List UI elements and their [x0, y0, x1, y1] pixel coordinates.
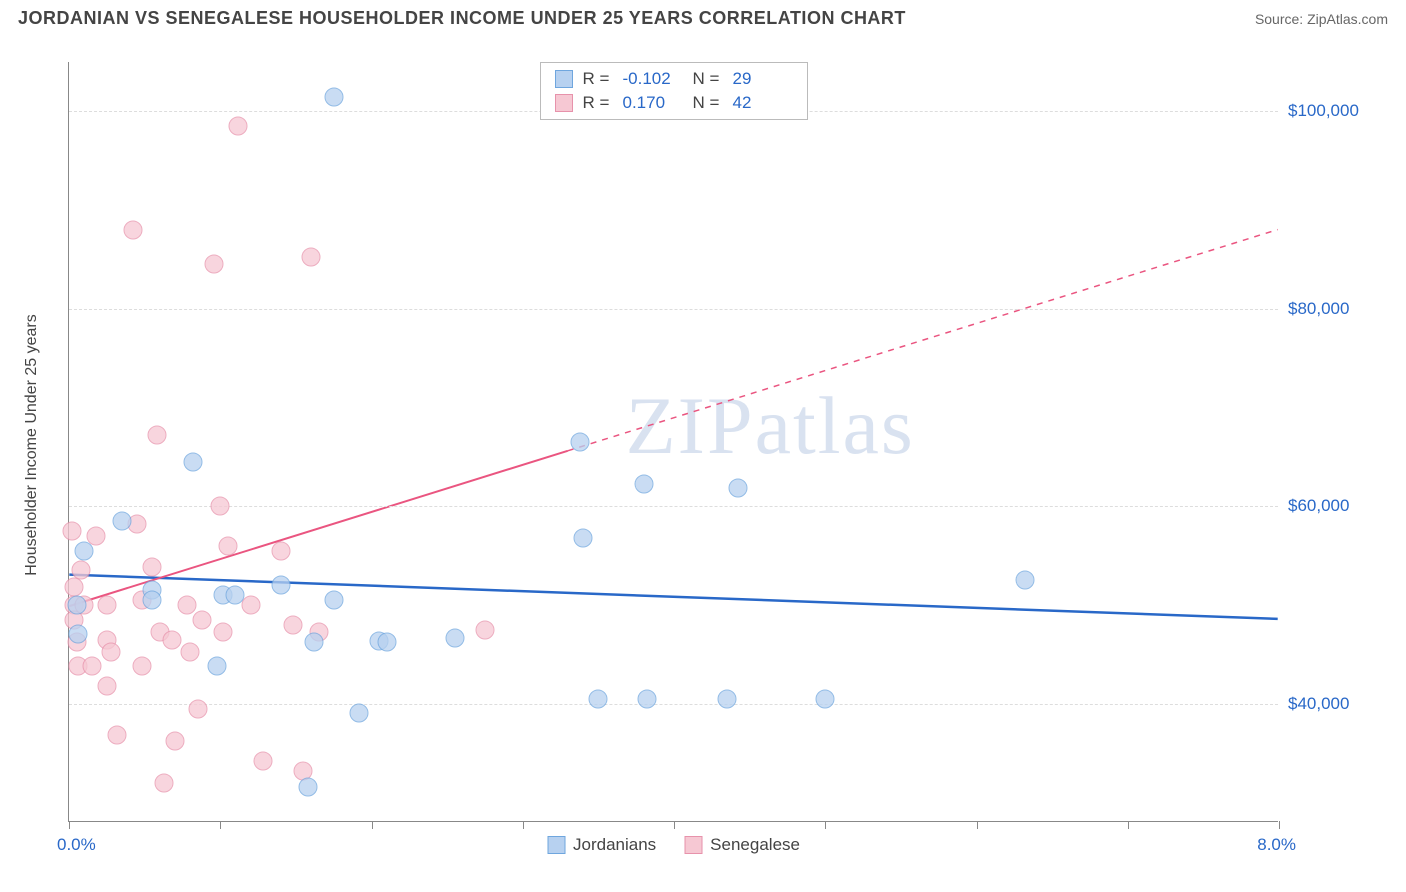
- y-tick-label: $80,000: [1288, 299, 1388, 319]
- swatch-icon: [555, 94, 573, 112]
- data-point: [324, 590, 343, 609]
- stat-label: R =: [583, 69, 613, 89]
- data-point: [226, 585, 245, 604]
- x-tick: [1279, 821, 1280, 829]
- x-tick: [977, 821, 978, 829]
- gridline: [69, 309, 1278, 310]
- plot-area: ZIPatlas R = -0.102 N = 29 R = 0.170 N =…: [68, 62, 1278, 822]
- data-point: [64, 578, 83, 597]
- data-point: [717, 689, 736, 708]
- data-point: [162, 631, 181, 650]
- x-tick: [220, 821, 221, 829]
- gridline: [69, 506, 1278, 507]
- data-point: [143, 558, 162, 577]
- stats-legend-box: R = -0.102 N = 29 R = 0.170 N = 42: [540, 62, 808, 120]
- data-point: [324, 87, 343, 106]
- chart-container: Householder Income Under 25 years ZIPatl…: [50, 40, 1390, 850]
- data-point: [253, 751, 272, 770]
- data-point: [305, 633, 324, 652]
- stats-row: R = -0.102 N = 29: [555, 67, 793, 91]
- data-point: [283, 615, 302, 634]
- data-point: [214, 623, 233, 642]
- data-point: [184, 452, 203, 471]
- data-point: [143, 590, 162, 609]
- legend-label: Jordanians: [573, 835, 656, 855]
- data-point: [177, 595, 196, 614]
- data-point: [208, 657, 227, 676]
- y-tick-label: $100,000: [1288, 101, 1388, 121]
- swatch-icon: [547, 836, 565, 854]
- data-point: [112, 511, 131, 530]
- x-tick: [69, 821, 70, 829]
- data-point: [97, 595, 116, 614]
- y-tick-label: $60,000: [1288, 496, 1388, 516]
- data-point: [350, 704, 369, 723]
- data-point: [72, 561, 91, 580]
- stat-label: N =: [693, 69, 723, 89]
- data-point: [132, 657, 151, 676]
- y-tick-label: $40,000: [1288, 694, 1388, 714]
- data-point: [155, 773, 174, 792]
- trend-lines: [69, 62, 1278, 821]
- data-point: [816, 689, 835, 708]
- legend-label: Senegalese: [710, 835, 800, 855]
- data-point: [205, 255, 224, 274]
- data-point: [574, 528, 593, 547]
- data-point: [271, 576, 290, 595]
- x-axis-min-label: 0.0%: [57, 835, 96, 855]
- stat-label: N =: [693, 93, 723, 113]
- stat-label: R =: [583, 93, 613, 113]
- data-point: [1015, 571, 1034, 590]
- stat-value: 42: [733, 93, 793, 113]
- data-point: [108, 726, 127, 745]
- data-point: [218, 536, 237, 555]
- data-point: [102, 643, 121, 662]
- data-point: [445, 629, 464, 648]
- data-point: [63, 521, 82, 540]
- data-point: [165, 732, 184, 751]
- data-point: [475, 620, 494, 639]
- data-point: [637, 689, 656, 708]
- x-tick: [1128, 821, 1129, 829]
- stat-value: 0.170: [623, 93, 683, 113]
- swatch-icon: [684, 836, 702, 854]
- data-point: [271, 541, 290, 560]
- data-point: [298, 778, 317, 797]
- data-point: [181, 643, 200, 662]
- legend-item: Senegalese: [684, 835, 800, 855]
- y-axis-label: Householder Income Under 25 years: [23, 314, 41, 575]
- data-point: [97, 676, 116, 695]
- x-axis-max-label: 8.0%: [1257, 835, 1296, 855]
- data-point: [69, 625, 88, 644]
- chart-title: JORDANIAN VS SENEGALESE HOUSEHOLDER INCO…: [18, 8, 906, 29]
- gridline: [69, 704, 1278, 705]
- data-point: [147, 426, 166, 445]
- stats-row: R = 0.170 N = 42: [555, 91, 793, 115]
- x-tick: [372, 821, 373, 829]
- watermark: ZIPatlas: [626, 379, 915, 473]
- data-point: [75, 541, 94, 560]
- source-attribution: Source: ZipAtlas.com: [1255, 11, 1388, 27]
- stat-value: -0.102: [623, 69, 683, 89]
- data-point: [229, 117, 248, 136]
- data-point: [571, 433, 590, 452]
- data-point: [193, 610, 212, 629]
- data-point: [67, 595, 86, 614]
- stat-value: 29: [733, 69, 793, 89]
- data-point: [728, 479, 747, 498]
- data-point: [302, 248, 321, 267]
- data-point: [188, 700, 207, 719]
- legend-item: Jordanians: [547, 835, 656, 855]
- data-point: [377, 633, 396, 652]
- x-tick: [523, 821, 524, 829]
- x-tick: [674, 821, 675, 829]
- data-point: [634, 475, 653, 494]
- data-point: [123, 220, 142, 239]
- swatch-icon: [555, 70, 573, 88]
- data-point: [211, 497, 230, 516]
- data-point: [82, 657, 101, 676]
- data-point: [589, 689, 608, 708]
- x-tick: [825, 821, 826, 829]
- legend: Jordanians Senegalese: [547, 835, 800, 855]
